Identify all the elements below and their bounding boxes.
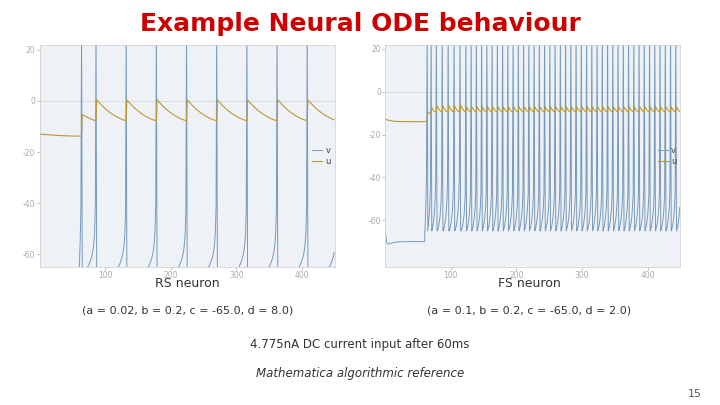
v	[330, 250, 338, 255]
v	[250, 285, 258, 290]
Text: RS neuron: RS neuron	[155, 277, 220, 290]
Line: v: v	[40, 24, 334, 292]
u	[431, 109, 439, 114]
u	[92, 97, 101, 102]
u	[35, 132, 44, 136]
u	[548, 108, 557, 113]
u	[595, 108, 604, 113]
u	[319, 111, 328, 116]
Legend: v, u: v, u	[657, 146, 676, 166]
u	[330, 117, 338, 122]
v	[414, 239, 423, 244]
u	[665, 109, 673, 113]
u	[421, 119, 430, 124]
Line: v: v	[385, 28, 680, 244]
Legend: v, u: v, u	[312, 146, 330, 166]
v	[431, 178, 440, 183]
u	[85, 116, 94, 121]
Text: Example Neural ODE behaviour: Example Neural ODE behaviour	[140, 12, 580, 36]
Text: Mathematica algorithmic reference: Mathematica algorithmic reference	[256, 367, 464, 379]
v	[548, 219, 557, 224]
Text: (a = 0.1, b = 0.2, c = -65.0, d = 2.0): (a = 0.1, b = 0.2, c = -65.0, d = 2.0)	[427, 306, 631, 316]
Text: (a = 0.02, b = 0.2, c = -65.0, d = 8.0): (a = 0.02, b = 0.2, c = -65.0, d = 8.0)	[81, 306, 293, 316]
u	[672, 104, 681, 109]
v	[595, 219, 604, 224]
u	[381, 117, 390, 122]
u	[76, 134, 84, 139]
u	[202, 114, 211, 119]
v	[202, 268, 211, 273]
v	[77, 21, 86, 26]
v	[319, 275, 328, 279]
Line: u: u	[385, 105, 680, 121]
u	[327, 116, 336, 121]
u	[250, 104, 258, 109]
u	[68, 134, 77, 139]
Text: FS neuron: FS neuron	[498, 277, 561, 290]
Line: u: u	[40, 100, 334, 136]
v	[672, 228, 681, 233]
v	[423, 25, 431, 30]
v	[35, 265, 44, 270]
Text: 4.775nA DC current input after 60ms: 4.775nA DC current input after 60ms	[251, 338, 469, 351]
v	[381, 228, 390, 233]
u	[675, 109, 684, 114]
u	[414, 119, 423, 124]
u	[456, 103, 465, 108]
Text: 15: 15	[688, 389, 702, 399]
v	[327, 261, 336, 266]
v	[85, 261, 94, 266]
v	[675, 205, 684, 210]
v	[68, 279, 77, 284]
v	[94, 290, 103, 294]
v	[384, 241, 393, 246]
v	[665, 213, 673, 218]
